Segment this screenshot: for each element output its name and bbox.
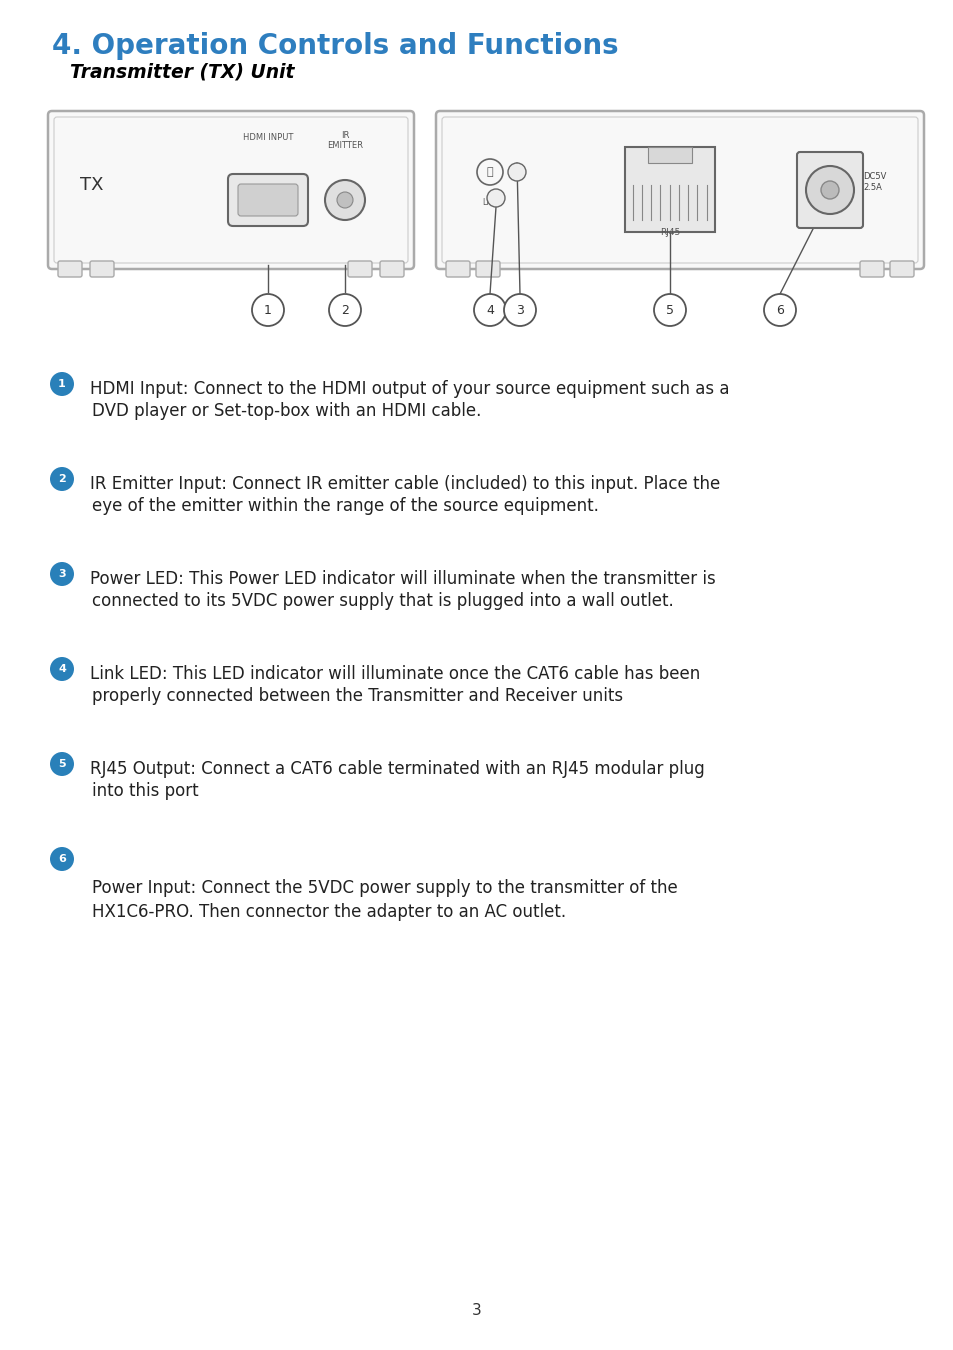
- Text: 2: 2: [58, 474, 66, 485]
- Circle shape: [805, 166, 853, 215]
- Circle shape: [50, 752, 74, 776]
- Text: TX: TX: [80, 176, 103, 194]
- Text: into this port: into this port: [91, 782, 198, 801]
- Text: 6: 6: [775, 304, 783, 316]
- Text: DC5V
2.5A: DC5V 2.5A: [862, 171, 885, 192]
- FancyBboxPatch shape: [446, 261, 470, 277]
- Circle shape: [50, 467, 74, 491]
- Circle shape: [507, 163, 525, 181]
- Circle shape: [325, 180, 365, 220]
- Text: ⏻: ⏻: [486, 167, 493, 177]
- Text: 2: 2: [341, 304, 349, 316]
- FancyBboxPatch shape: [58, 261, 82, 277]
- FancyBboxPatch shape: [859, 261, 883, 277]
- Text: HDMI INPUT: HDMI INPUT: [243, 134, 293, 142]
- Text: 5: 5: [58, 759, 66, 769]
- Text: eye of the emitter within the range of the source equipment.: eye of the emitter within the range of t…: [91, 497, 598, 514]
- Text: LINK: LINK: [481, 198, 498, 207]
- Circle shape: [336, 192, 353, 208]
- FancyBboxPatch shape: [647, 147, 691, 163]
- FancyBboxPatch shape: [889, 261, 913, 277]
- Text: 3: 3: [472, 1303, 481, 1318]
- Text: RJ45: RJ45: [659, 228, 679, 238]
- Text: Link LED: This LED indicator will illuminate once the CAT6 cable has been: Link LED: This LED indicator will illumi…: [90, 666, 700, 683]
- Text: 6: 6: [58, 855, 66, 864]
- Text: 3: 3: [516, 304, 523, 316]
- Circle shape: [50, 657, 74, 680]
- FancyBboxPatch shape: [796, 153, 862, 228]
- FancyBboxPatch shape: [476, 261, 499, 277]
- Text: Power LED: This Power LED indicator will illuminate when the transmitter is: Power LED: This Power LED indicator will…: [90, 570, 715, 589]
- Text: 4: 4: [485, 304, 494, 316]
- Circle shape: [50, 373, 74, 396]
- FancyBboxPatch shape: [624, 147, 714, 232]
- Circle shape: [252, 294, 284, 325]
- Text: IR
EMITTER: IR EMITTER: [327, 131, 363, 150]
- Text: 5: 5: [665, 304, 673, 316]
- Circle shape: [821, 181, 838, 198]
- Text: properly connected between the Transmitter and Receiver units: properly connected between the Transmitt…: [91, 687, 622, 705]
- Text: Transmitter (TX) Unit: Transmitter (TX) Unit: [70, 62, 294, 81]
- Text: IR Emitter Input: Connect IR emitter cable (included) to this input. Place the: IR Emitter Input: Connect IR emitter cab…: [90, 475, 720, 493]
- Text: 3: 3: [58, 568, 66, 579]
- FancyBboxPatch shape: [237, 184, 297, 216]
- Circle shape: [486, 189, 504, 207]
- Text: 1: 1: [264, 304, 272, 316]
- Text: 1: 1: [58, 379, 66, 389]
- FancyBboxPatch shape: [228, 174, 308, 225]
- Text: RJ45 Output: Connect a CAT6 cable terminated with an RJ45 modular plug: RJ45 Output: Connect a CAT6 cable termin…: [90, 760, 704, 778]
- Circle shape: [654, 294, 685, 325]
- FancyBboxPatch shape: [90, 261, 113, 277]
- Text: DVD player or Set-top-box with an HDMI cable.: DVD player or Set-top-box with an HDMI c…: [91, 402, 481, 420]
- Text: HDMI Input: Connect to the HDMI output of your source equipment such as a: HDMI Input: Connect to the HDMI output o…: [90, 379, 729, 398]
- FancyBboxPatch shape: [379, 261, 403, 277]
- Circle shape: [763, 294, 795, 325]
- Text: 4: 4: [58, 664, 66, 674]
- FancyBboxPatch shape: [436, 111, 923, 269]
- Text: connected to its 5VDC power supply that is plugged into a wall outlet.: connected to its 5VDC power supply that …: [91, 593, 673, 610]
- Circle shape: [329, 294, 360, 325]
- Circle shape: [474, 294, 505, 325]
- Text: 4. Operation Controls and Functions: 4. Operation Controls and Functions: [52, 32, 618, 59]
- Circle shape: [503, 294, 536, 325]
- Circle shape: [50, 846, 74, 871]
- FancyBboxPatch shape: [48, 111, 414, 269]
- Text: Power Input: Connect the 5VDC power supply to the transmitter of the
HX1C6-PRO. : Power Input: Connect the 5VDC power supp…: [91, 879, 677, 921]
- Circle shape: [50, 562, 74, 586]
- FancyBboxPatch shape: [348, 261, 372, 277]
